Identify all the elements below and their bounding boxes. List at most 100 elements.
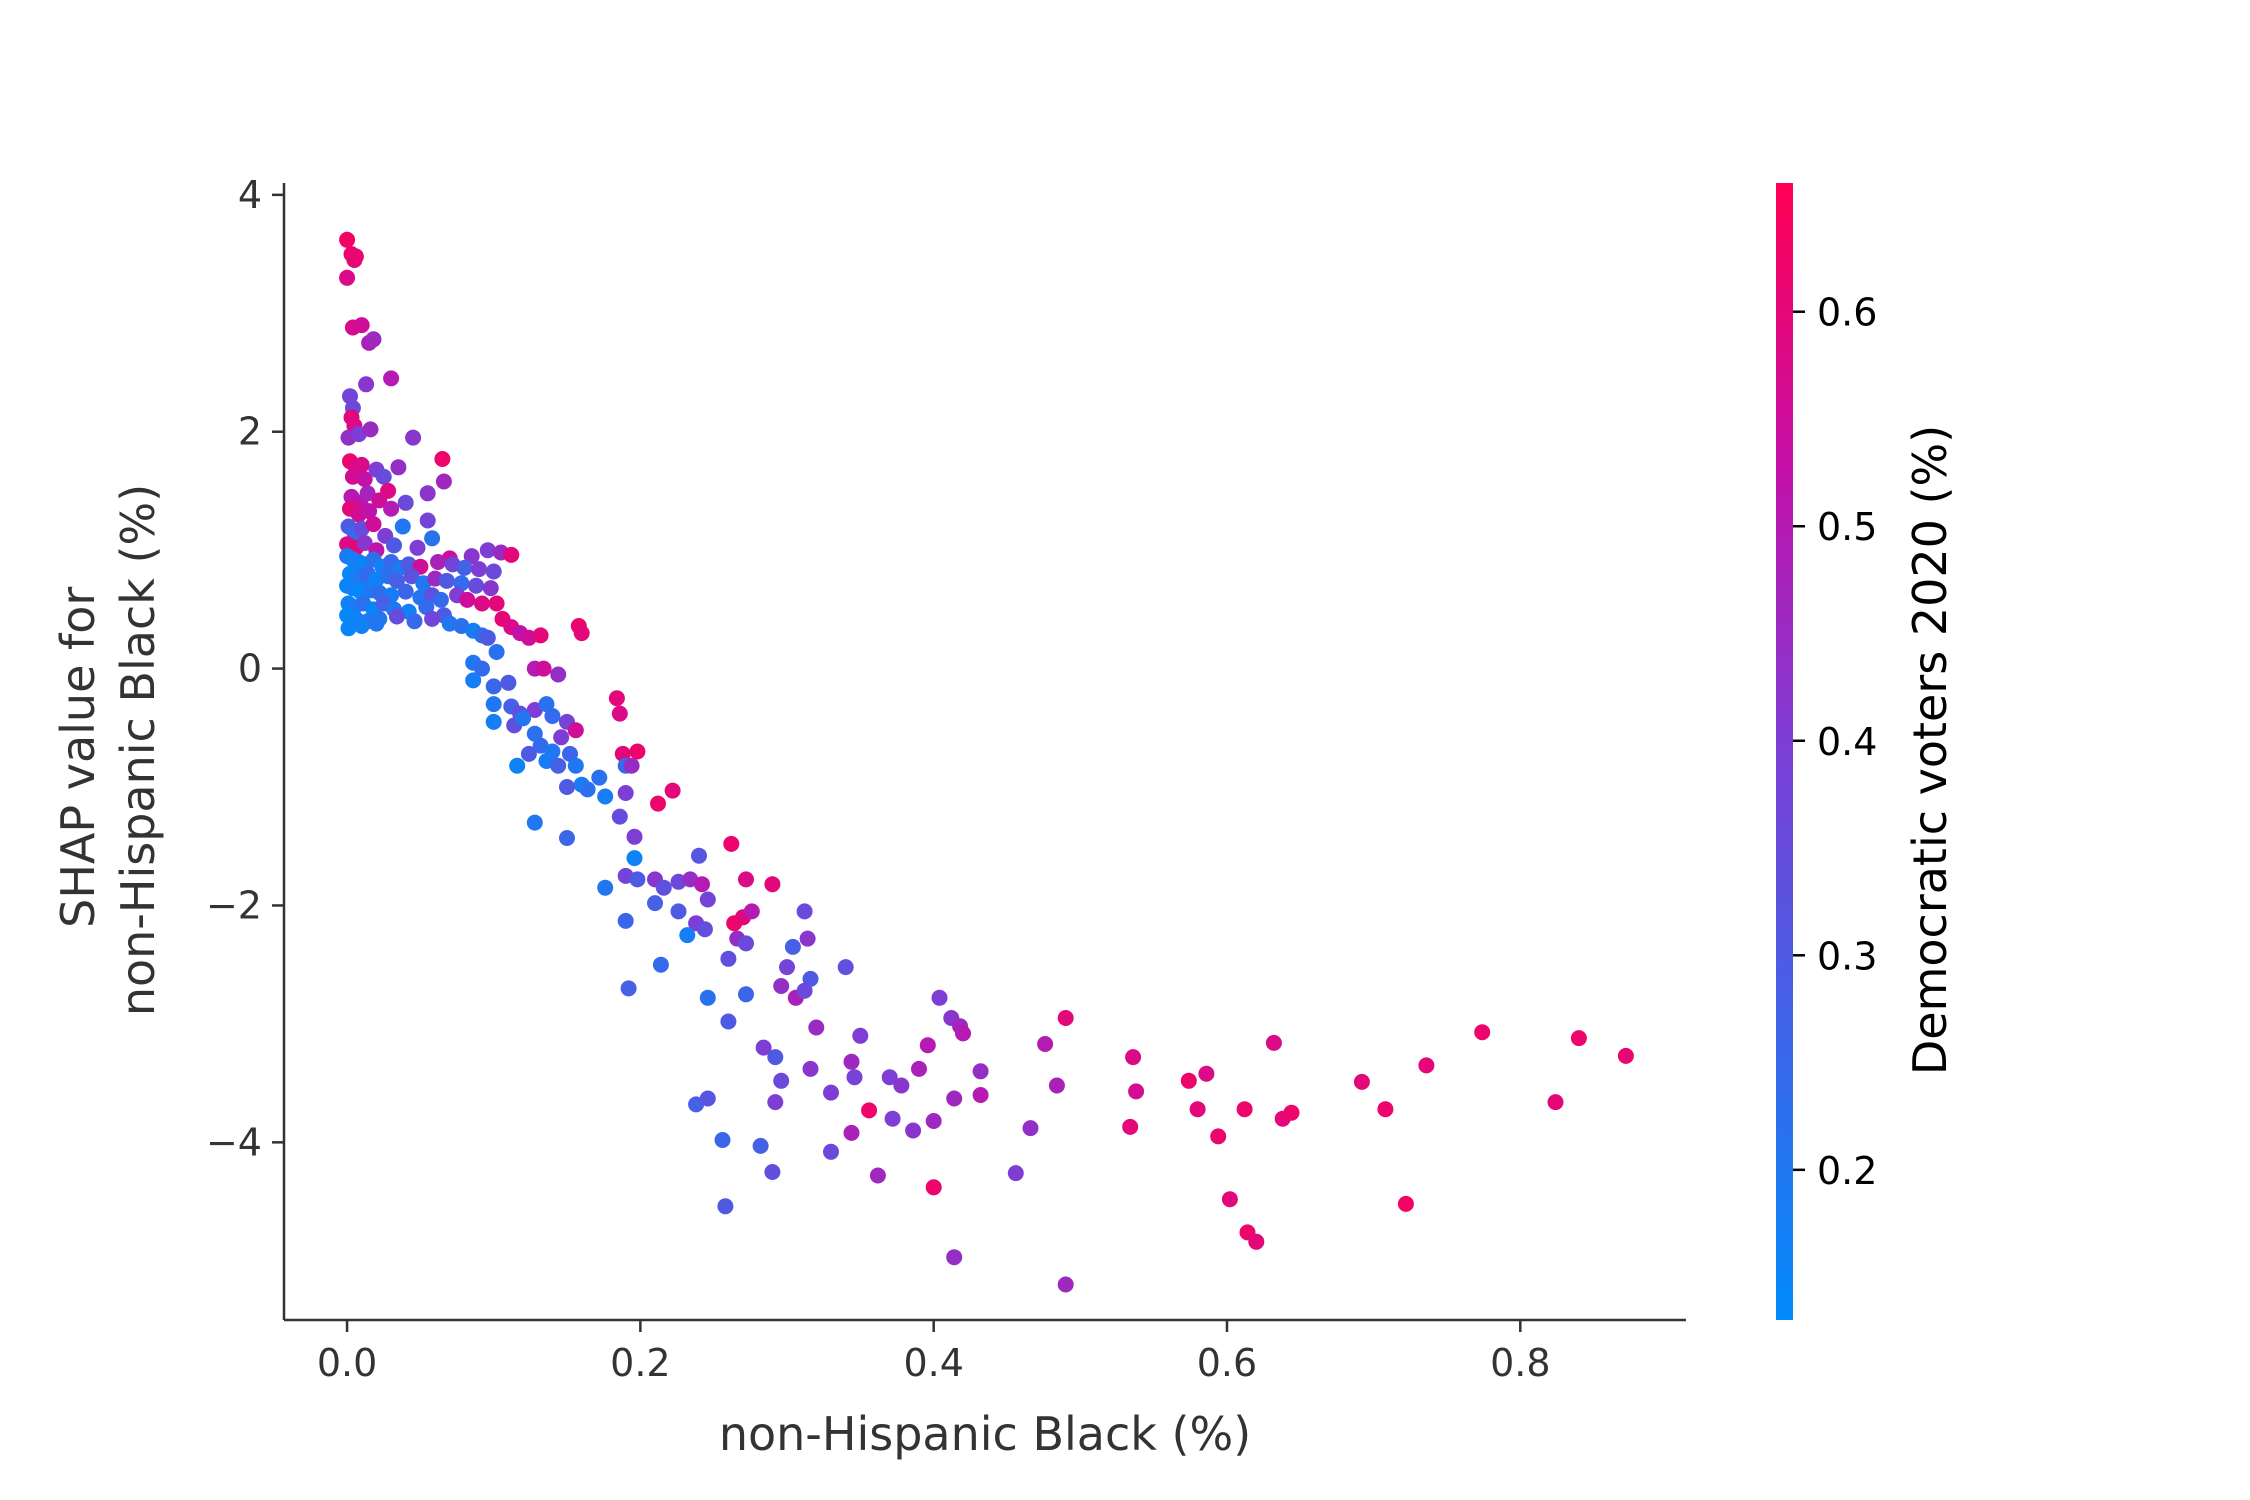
data-point (532, 627, 549, 644)
data-point (388, 608, 405, 625)
data-point (339, 269, 356, 286)
data-point (1418, 1057, 1435, 1074)
data-point (503, 546, 520, 563)
data-point (488, 644, 505, 660)
data-point (359, 485, 376, 502)
data-point (591, 769, 608, 786)
data-point (1057, 1010, 1074, 1026)
data-point (650, 795, 666, 812)
data-point (362, 421, 379, 438)
data-point (752, 1137, 769, 1154)
data-point (823, 1143, 839, 1160)
data-point (617, 785, 634, 801)
data-point (694, 876, 710, 893)
data-point (456, 559, 473, 576)
data-point (388, 572, 405, 589)
y-tick-label: 2 (238, 410, 262, 454)
data-point (434, 451, 451, 467)
data-point (397, 583, 414, 600)
colorbar-tick-label: 0.4 (1817, 720, 1877, 764)
data-point (796, 903, 813, 920)
data-point (356, 471, 373, 488)
data-point (946, 1249, 963, 1266)
colorbar-tick-label: 0.2 (1817, 1149, 1877, 1193)
data-point (767, 1049, 784, 1066)
data-point (617, 912, 634, 929)
data-point (1397, 1195, 1414, 1212)
data-point (419, 485, 436, 502)
data-point (629, 743, 646, 760)
y-tick-label: −4 (206, 1120, 262, 1164)
data-point (846, 1069, 863, 1086)
data-point (397, 494, 414, 511)
data-point (520, 745, 537, 762)
data-point (620, 980, 637, 997)
data-point (699, 1090, 716, 1107)
data-point (779, 959, 795, 976)
data-point (972, 1063, 989, 1080)
data-point (353, 618, 370, 634)
data-point (419, 512, 436, 529)
data-point (925, 1179, 942, 1196)
data-point (482, 580, 499, 597)
data-point (535, 660, 552, 677)
data-point (471, 561, 487, 578)
data-point (509, 757, 526, 774)
colorbar-tick-label: 0.6 (1817, 291, 1877, 335)
data-point (861, 1102, 878, 1119)
data-point (459, 591, 476, 608)
data-point (553, 729, 570, 746)
data-point (365, 516, 382, 533)
data-point (802, 970, 819, 987)
data-point (500, 674, 517, 691)
data-point (597, 788, 614, 805)
data-point (884, 1110, 901, 1127)
data-point (1353, 1073, 1370, 1090)
data-point (468, 577, 485, 594)
data-point (424, 610, 441, 627)
data-point (386, 537, 402, 554)
colorbar-tick-label: 0.5 (1817, 505, 1877, 549)
data-point (626, 850, 643, 867)
data-point (1377, 1101, 1394, 1118)
data-point (720, 950, 737, 967)
data-point (579, 781, 596, 798)
data-point (358, 376, 375, 393)
data-point (1057, 1276, 1074, 1293)
data-point (925, 1113, 942, 1129)
data-point (526, 814, 543, 831)
data-point (567, 757, 584, 774)
data-point (597, 879, 614, 896)
data-point (550, 666, 567, 683)
data-point (611, 808, 628, 825)
data-point (380, 482, 397, 499)
data-point (1007, 1165, 1024, 1182)
data-point (696, 921, 713, 938)
data-point (485, 563, 502, 580)
data-point (1474, 1024, 1491, 1041)
data-point (784, 938, 801, 955)
data-point (837, 959, 854, 976)
data-point (1198, 1065, 1215, 1082)
x-tick-label: 0.2 (610, 1341, 670, 1385)
data-point (699, 891, 716, 908)
y-axis-title-line-1: SHAP value for (51, 587, 105, 928)
data-point (679, 927, 696, 944)
data-point (905, 1122, 922, 1139)
data-point (931, 989, 948, 1006)
data-point (799, 930, 816, 947)
data-point (559, 830, 575, 846)
data-point (764, 1164, 781, 1180)
data-point (515, 710, 531, 727)
data-point (567, 722, 584, 739)
data-point (623, 757, 640, 774)
data-point (353, 317, 370, 334)
data-point (1265, 1034, 1282, 1051)
data-point (485, 713, 502, 730)
data-point (1180, 1072, 1197, 1089)
data-point (738, 935, 754, 952)
data-point (361, 503, 378, 520)
data-point (340, 620, 357, 637)
y-ticks: 4 2 0 −2 −4 (206, 173, 284, 1164)
data-point (1128, 1083, 1145, 1100)
